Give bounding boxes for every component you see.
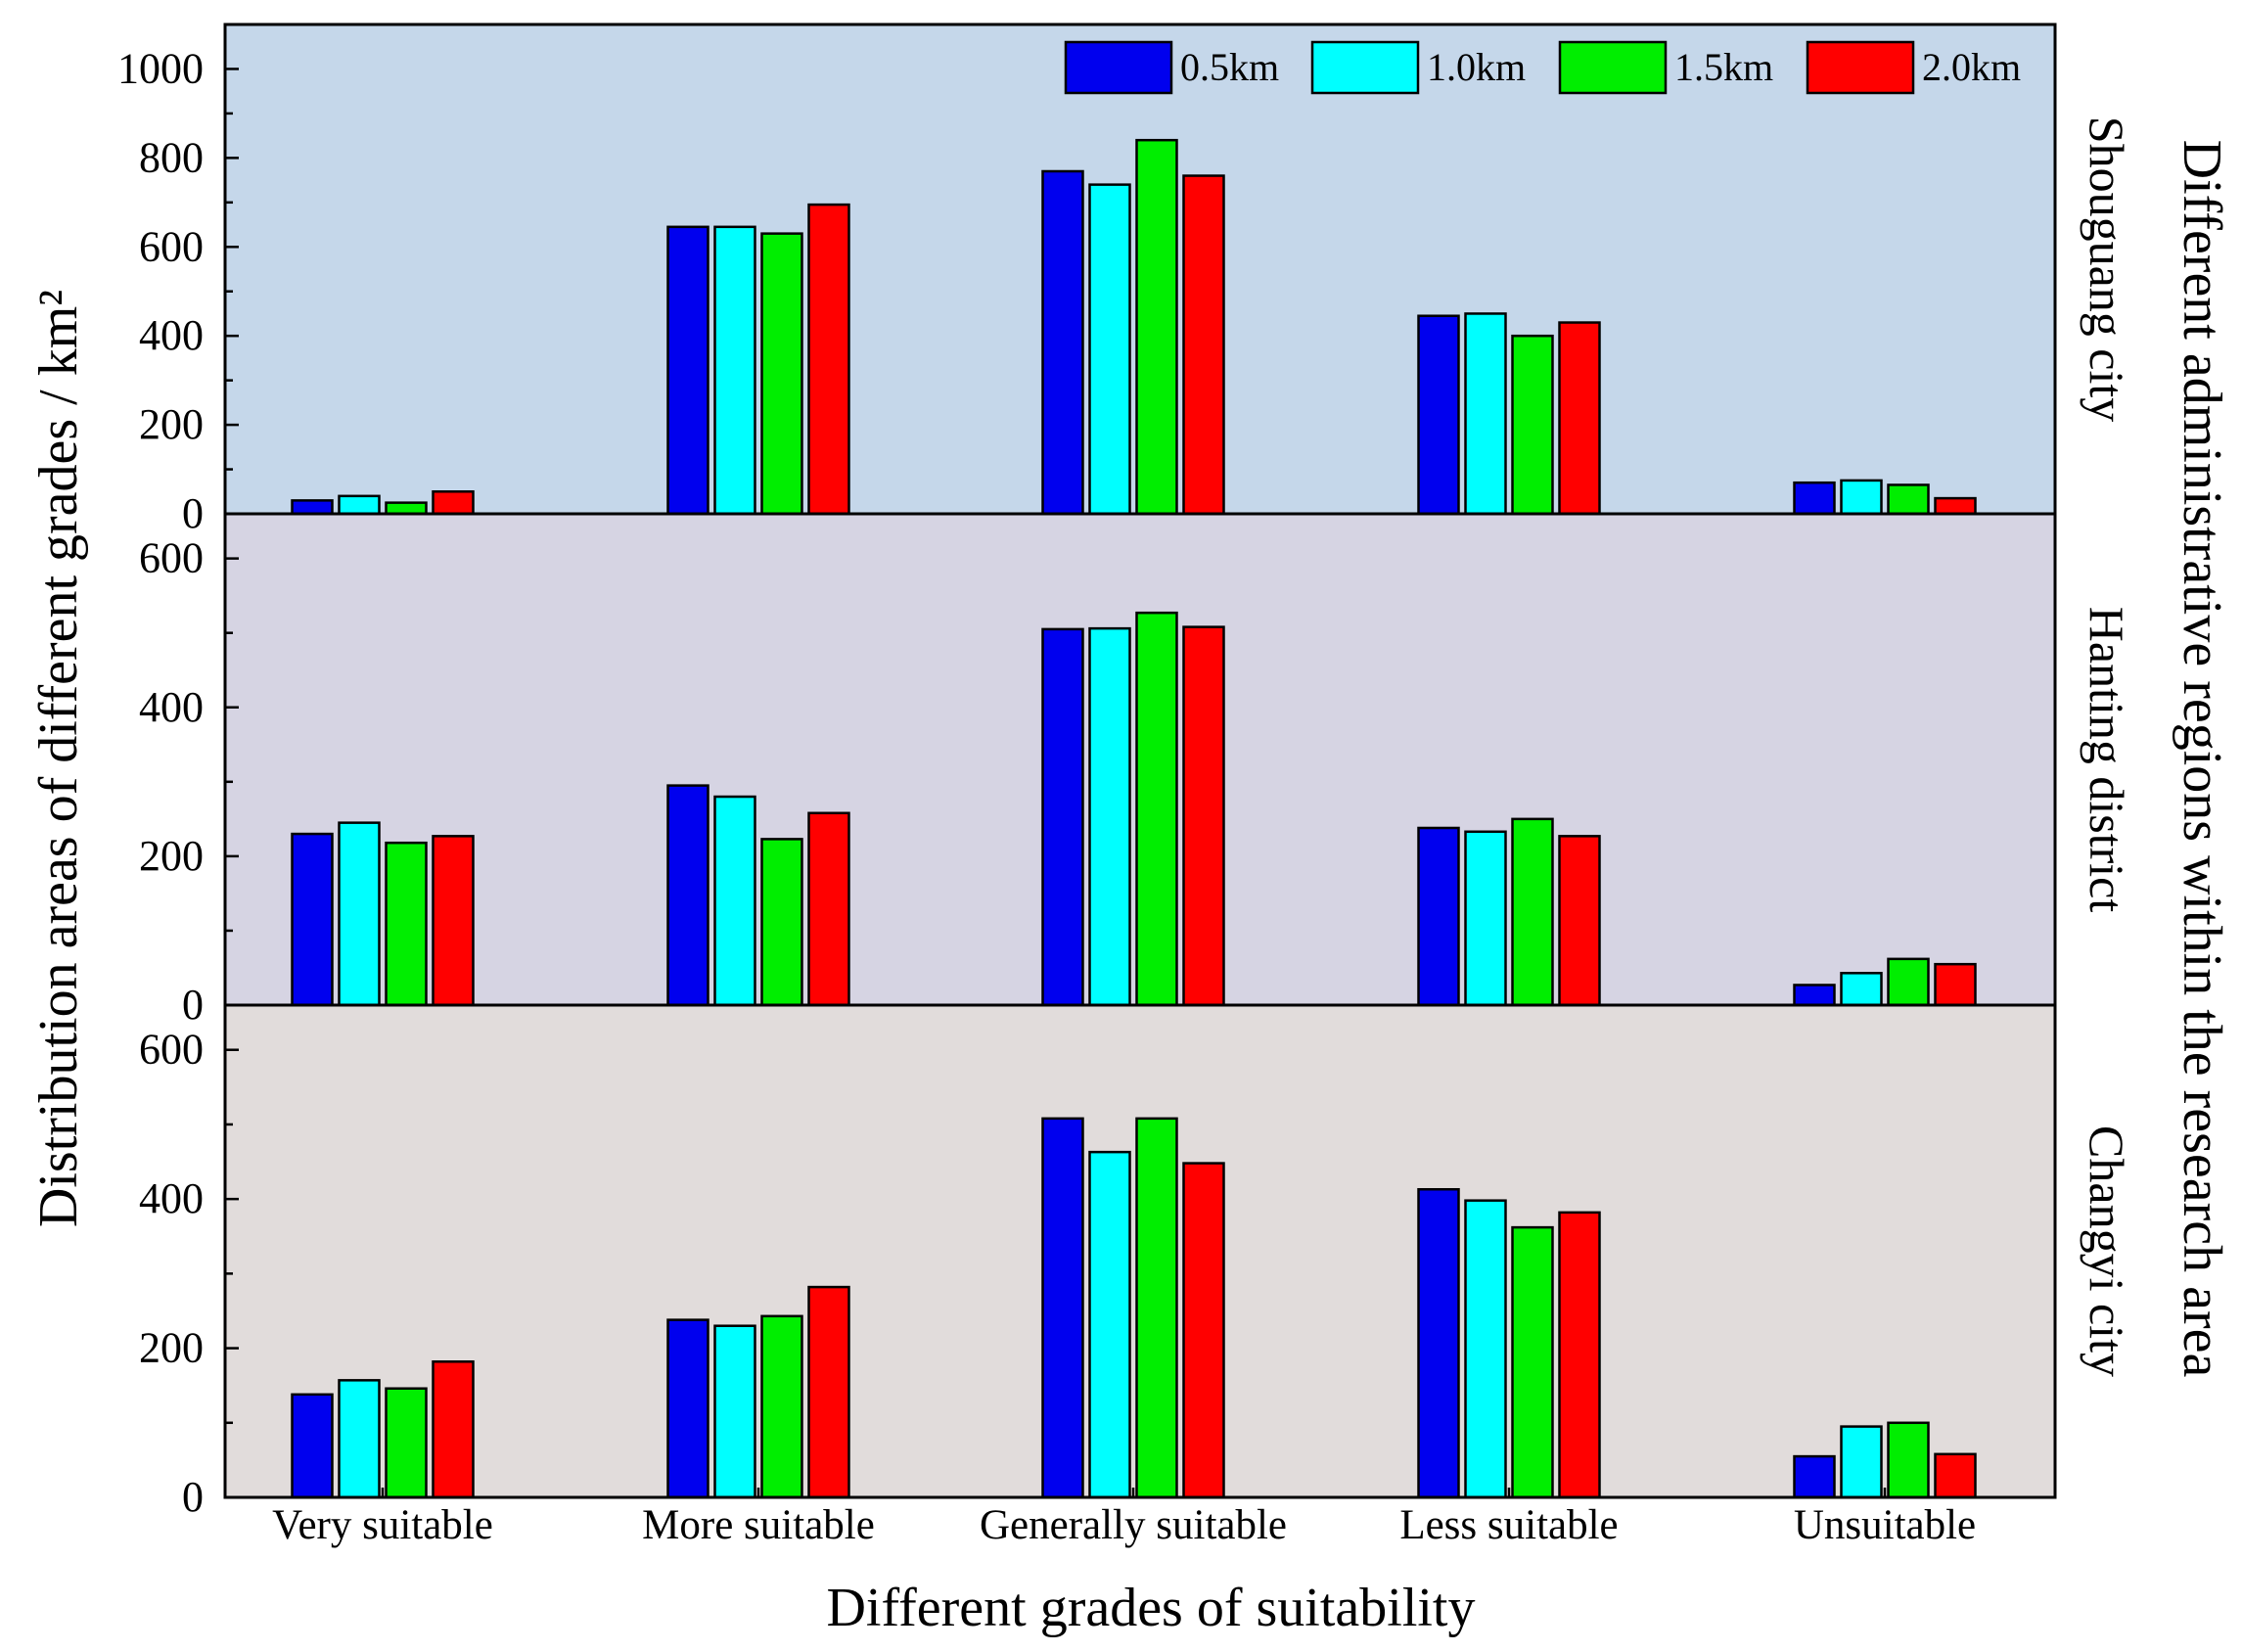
y-tick-label-shouguang-city-800: 800 [139, 133, 204, 181]
bar-shouguang-city-less-suitable-0.5km [1417, 314, 1460, 516]
bar-hanting-district-more-suitable-1.5km [760, 838, 803, 1007]
x-tick-label-unsuitable: Unsuitable [1794, 1502, 1976, 1548]
bar-shouguang-city-less-suitable-1.0km [1464, 312, 1507, 516]
x-tick-label-generally-suitable: Generally suitable [980, 1502, 1287, 1548]
legend-label-1.5km: 1.5km [1674, 45, 1773, 89]
legend-swatch-2.0km [1806, 40, 1915, 95]
bar-changyi-city-very-suitable-1.5km [385, 1387, 428, 1499]
bar-changyi-city-generally-suitable-1.5km [1135, 1117, 1178, 1499]
bar-shouguang-city-very-suitable-2.0km [432, 490, 475, 516]
x-tick-label-very-suitable: Very suitable [272, 1502, 493, 1548]
bar-hanting-district-less-suitable-0.5km [1417, 826, 1460, 1007]
bar-shouguang-city-very-suitable-1.5km [385, 501, 428, 516]
bar-changyi-city-less-suitable-1.0km [1464, 1199, 1507, 1499]
bar-shouguang-city-very-suitable-1.0km [338, 494, 381, 516]
y-axis-title: Distribution areas of different grades /… [28, 290, 89, 1227]
bar-hanting-district-very-suitable-1.0km [338, 821, 381, 1007]
bar-shouguang-city-more-suitable-0.5km [666, 225, 709, 516]
legend-swatch-1.0km [1310, 40, 1420, 95]
bar-changyi-city-unsuitable-1.5km [1887, 1421, 1930, 1499]
bar-shouguang-city-unsuitable-0.5km [1793, 481, 1836, 516]
bar-hanting-district-unsuitable-0.5km [1793, 984, 1836, 1007]
bar-changyi-city-very-suitable-1.0km [338, 1379, 381, 1499]
legend-swatch-0.5km [1064, 40, 1173, 95]
y-tick-label-shouguang-city-200: 200 [139, 400, 204, 448]
bar-hanting-district-generally-suitable-1.5km [1135, 611, 1178, 1007]
bar-shouguang-city-generally-suitable-1.0km [1088, 183, 1131, 516]
bar-hanting-district-very-suitable-2.0km [432, 835, 475, 1007]
bar-hanting-district-less-suitable-1.0km [1464, 830, 1507, 1007]
bar-changyi-city-unsuitable-2.0km [1934, 1452, 1977, 1499]
bar-hanting-district-unsuitable-1.0km [1840, 972, 1883, 1007]
bar-hanting-district-unsuitable-2.0km [1934, 962, 1977, 1007]
legend-swatch-1.5km [1558, 40, 1668, 95]
bar-hanting-district-unsuitable-1.5km [1887, 957, 1930, 1007]
bar-shouguang-city-more-suitable-2.0km [807, 203, 850, 516]
panel-label-hanting-district: Hanting district [2080, 607, 2134, 913]
bar-changyi-city-more-suitable-2.0km [807, 1285, 850, 1499]
y-tick-label-shouguang-city-0: 0 [182, 489, 204, 537]
bar-shouguang-city-very-suitable-0.5km [291, 499, 334, 516]
bar-hanting-district-very-suitable-1.5km [385, 841, 428, 1007]
bar-hanting-district-generally-suitable-0.5km [1041, 627, 1084, 1007]
bar-shouguang-city-less-suitable-1.5km [1511, 334, 1554, 516]
bar-hanting-district-less-suitable-1.5km [1511, 817, 1554, 1007]
bar-shouguang-city-unsuitable-2.0km [1934, 496, 1977, 516]
bar-changyi-city-generally-suitable-0.5km [1041, 1117, 1084, 1499]
legend: 0.5km 1.0km 1.5km 2.0km [1064, 40, 2021, 95]
bar-changyi-city-less-suitable-2.0km [1558, 1211, 1601, 1499]
bar-changyi-city-unsuitable-0.5km [1793, 1454, 1836, 1499]
x-tick-label-more-suitable: More suitable [642, 1502, 875, 1548]
bar-shouguang-city-generally-suitable-2.0km [1182, 174, 1225, 516]
bar-changyi-city-generally-suitable-2.0km [1182, 1162, 1225, 1499]
bar-hanting-district-very-suitable-0.5km [291, 832, 334, 1007]
y-tick-label-hanting-district-400: 400 [139, 683, 204, 731]
x-axis-title: Different grades of suitability [826, 1578, 1475, 1638]
bar-changyi-city-less-suitable-0.5km [1417, 1187, 1460, 1499]
y-tick-label-shouguang-city-600: 600 [139, 222, 204, 270]
bar-changyi-city-very-suitable-2.0km [432, 1360, 475, 1499]
bar-changyi-city-more-suitable-1.5km [760, 1314, 803, 1499]
y-tick-label-shouguang-city-400: 400 [139, 311, 204, 359]
bar-hanting-district-generally-suitable-1.0km [1088, 626, 1131, 1007]
bar-changyi-city-generally-suitable-1.0km [1088, 1150, 1131, 1499]
bar-changyi-city-very-suitable-0.5km [291, 1393, 334, 1499]
bar-shouguang-city-unsuitable-1.5km [1887, 483, 1930, 516]
y-tick-label-changyi-city-600: 600 [139, 1026, 204, 1074]
bar-hanting-district-generally-suitable-2.0km [1182, 625, 1225, 1007]
bars-layer [291, 138, 1977, 1499]
panel-frame-changyi-city [223, 1003, 2057, 1499]
bar-hanting-district-more-suitable-0.5km [666, 784, 709, 1007]
bar-shouguang-city-generally-suitable-0.5km [1041, 169, 1084, 516]
x-tick-label-less-suitable: Less suitable [1399, 1502, 1618, 1548]
bar-changyi-city-more-suitable-0.5km [666, 1318, 709, 1499]
bar-changyi-city-less-suitable-1.5km [1511, 1225, 1554, 1499]
bar-shouguang-city-more-suitable-1.0km [713, 225, 756, 516]
bar-hanting-district-less-suitable-2.0km [1558, 835, 1601, 1007]
y-tick-label-hanting-district-0: 0 [182, 981, 204, 1029]
bar-shouguang-city-more-suitable-1.5km [760, 232, 803, 516]
bar-shouguang-city-unsuitable-1.0km [1840, 479, 1883, 516]
bar-hanting-district-more-suitable-2.0km [807, 811, 850, 1007]
bar-changyi-city-more-suitable-1.0km [713, 1324, 756, 1499]
y-tick-label-changyi-city-400: 400 [139, 1174, 204, 1222]
y-tick-label-changyi-city-0: 0 [182, 1473, 204, 1521]
bar-shouguang-city-generally-suitable-1.5km [1135, 138, 1178, 516]
bar-hanting-district-more-suitable-1.0km [713, 795, 756, 1007]
bar-shouguang-city-less-suitable-2.0km [1558, 321, 1601, 516]
panel-label-changyi-city: Changyi city [2080, 1125, 2134, 1377]
y-tick-label-changyi-city-200: 200 [139, 1324, 204, 1372]
bar-changyi-city-unsuitable-1.0km [1840, 1425, 1883, 1499]
axes-layer: 0 200 400 600 800 1000 Shouguang city 0 200 400 60… [117, 23, 2134, 1548]
y-tick-label-hanting-district-600: 600 [139, 534, 204, 582]
y-tick-label-shouguang-city-1000: 1000 [117, 44, 204, 92]
y-tick-label-hanting-district-200: 200 [139, 832, 204, 880]
right-axis-title: Different administrative regions within … [2172, 140, 2232, 1378]
panel-label-shouguang-city: Shouguang city [2080, 116, 2134, 422]
legend-label-0.5km: 0.5km [1180, 45, 1279, 89]
legend-label-1.0km: 1.0km [1427, 45, 1526, 89]
legend-label-2.0km: 2.0km [1922, 45, 2021, 89]
